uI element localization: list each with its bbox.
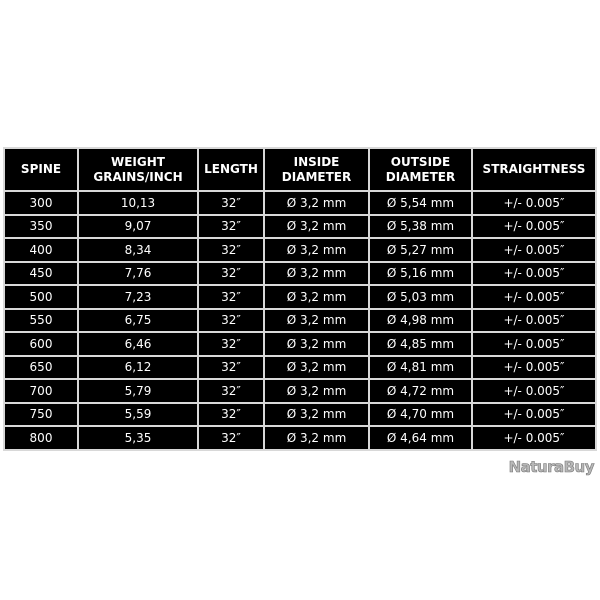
table-row: 650 6,12 32″ Ø 3,2 mm Ø 4,81 mm +/- 0.005″ xyxy=(3,354,597,380)
header-length: LENGTH xyxy=(197,147,265,192)
cell-outside-diameter: Ø 4,64 mm xyxy=(368,425,473,451)
cell-length: 32″ xyxy=(197,260,265,286)
cell-inside-diameter: Ø 3,2 mm xyxy=(263,284,370,310)
cell-weight: 10,13 xyxy=(77,190,199,216)
cell-spine: 500 xyxy=(3,284,79,310)
cell-weight: 9,07 xyxy=(77,213,199,239)
cell-straightness: +/- 0.005″ xyxy=(471,284,597,310)
header-line: STRAIGHTNESS xyxy=(482,162,586,176)
cell-outside-diameter: Ø 4,98 mm xyxy=(368,307,473,333)
table-row: 350 9,07 32″ Ø 3,2 mm Ø 5,38 mm +/- 0.005″ xyxy=(3,213,597,239)
cell-inside-diameter: Ø 3,2 mm xyxy=(263,425,370,451)
header-line: SPINE xyxy=(20,162,62,176)
cell-outside-diameter: Ø 4,72 mm xyxy=(368,378,473,404)
cell-weight: 8,34 xyxy=(77,237,199,263)
cell-inside-diameter: Ø 3,2 mm xyxy=(263,307,370,333)
cell-weight: 6,12 xyxy=(77,354,199,380)
header-inside-diameter: INSIDE DIAMETER xyxy=(263,147,370,192)
cell-straightness: +/- 0.005″ xyxy=(471,401,597,427)
header-row: SPINE WEIGHT GRAINS/INCH LENGTH INSIDE DIAMET… xyxy=(3,147,597,192)
cell-outside-diameter: Ø 5,54 mm xyxy=(368,190,473,216)
cell-length: 32″ xyxy=(197,401,265,427)
spec-table: SPINE WEIGHT GRAINS/INCH LENGTH INSIDE DIAMET… xyxy=(3,147,597,451)
table-row: 500 7,23 32″ Ø 3,2 mm Ø 5,03 mm +/- 0.005″ xyxy=(3,284,597,310)
table-row: 550 6,75 32″ Ø 3,2 mm Ø 4,98 mm +/- 0.005″ xyxy=(3,307,597,333)
cell-length: 32″ xyxy=(197,425,265,451)
cell-inside-diameter: Ø 3,2 mm xyxy=(263,354,370,380)
cell-length: 32″ xyxy=(197,284,265,310)
cell-inside-diameter: Ø 3,2 mm xyxy=(263,378,370,404)
cell-inside-diameter: Ø 3,2 mm xyxy=(263,190,370,216)
cell-length: 32″ xyxy=(197,354,265,380)
header-line: DIAMETER xyxy=(281,169,352,184)
table-row: 800 5,35 32″ Ø 3,2 mm Ø 4,64 mm +/- 0.005″ xyxy=(3,425,597,451)
cell-spine: 450 xyxy=(3,260,79,286)
cell-straightness: +/- 0.005″ xyxy=(471,331,597,357)
table-row: 300 10,13 32″ Ø 3,2 mm Ø 5,54 mm +/- 0.005″ xyxy=(3,190,597,216)
cell-spine: 750 xyxy=(3,401,79,427)
cell-straightness: +/- 0.005″ xyxy=(471,425,597,451)
cell-spine: 550 xyxy=(3,307,79,333)
cell-length: 32″ xyxy=(197,190,265,216)
cell-weight: 7,76 xyxy=(77,260,199,286)
header-outside-diameter: OUTSIDE DIAMETER xyxy=(368,147,473,192)
cell-weight: 5,35 xyxy=(77,425,199,451)
cell-outside-diameter: Ø 5,03 mm xyxy=(368,284,473,310)
cell-weight: 5,59 xyxy=(77,401,199,427)
cell-straightness: +/- 0.005″ xyxy=(471,307,597,333)
cell-outside-diameter: Ø 4,85 mm xyxy=(368,331,473,357)
cell-length: 32″ xyxy=(197,213,265,239)
cell-outside-diameter: Ø 4,70 mm xyxy=(368,401,473,427)
cell-inside-diameter: Ø 3,2 mm xyxy=(263,331,370,357)
table-row: 450 7,76 32″ Ø 3,2 mm Ø 5,16 mm +/- 0.005″ xyxy=(3,260,597,286)
header-line: OUTSIDE xyxy=(390,154,451,169)
header-line: GRAINS/INCH xyxy=(93,169,183,184)
cell-spine: 300 xyxy=(3,190,79,216)
header-line: INSIDE xyxy=(293,154,340,169)
cell-straightness: +/- 0.005″ xyxy=(471,378,597,404)
cell-length: 32″ xyxy=(197,378,265,404)
cell-length: 32″ xyxy=(197,307,265,333)
cell-straightness: +/- 0.005″ xyxy=(471,354,597,380)
cell-spine: 800 xyxy=(3,425,79,451)
cell-weight: 7,23 xyxy=(77,284,199,310)
cell-inside-diameter: Ø 3,2 mm xyxy=(263,237,370,263)
cell-straightness: +/- 0.005″ xyxy=(471,260,597,286)
header-line: LENGTH xyxy=(204,162,258,176)
cell-straightness: +/- 0.005″ xyxy=(471,237,597,263)
cell-outside-diameter: Ø 4,81 mm xyxy=(368,354,473,380)
cell-inside-diameter: Ø 3,2 mm xyxy=(263,260,370,286)
cell-inside-diameter: Ø 3,2 mm xyxy=(263,401,370,427)
header-spine: SPINE xyxy=(3,147,79,192)
cell-inside-diameter: Ø 3,2 mm xyxy=(263,213,370,239)
cell-outside-diameter: Ø 5,38 mm xyxy=(368,213,473,239)
table-row: 750 5,59 32″ Ø 3,2 mm Ø 4,70 mm +/- 0.005″ xyxy=(3,401,597,427)
table-row: 600 6,46 32″ Ø 3,2 mm Ø 4,85 mm +/- 0.005″ xyxy=(3,331,597,357)
table-row: 400 8,34 32″ Ø 3,2 mm Ø 5,27 mm +/- 0.005″ xyxy=(3,237,597,263)
cell-weight: 6,75 xyxy=(77,307,199,333)
cell-spine: 600 xyxy=(3,331,79,357)
cell-straightness: +/- 0.005″ xyxy=(471,190,597,216)
cell-spine: 350 xyxy=(3,213,79,239)
header-straightness: STRAIGHTNESS xyxy=(471,147,597,192)
cell-spine: 400 xyxy=(3,237,79,263)
naturabuy-watermark: NaturaBuy xyxy=(508,458,595,477)
table-row: 700 5,79 32″ Ø 3,2 mm Ø 4,72 mm +/- 0.005″ xyxy=(3,378,597,404)
cell-outside-diameter: Ø 5,16 mm xyxy=(368,260,473,286)
cell-weight: 5,79 xyxy=(77,378,199,404)
cell-length: 32″ xyxy=(197,331,265,357)
cell-weight: 6,46 xyxy=(77,331,199,357)
cell-outside-diameter: Ø 5,27 mm xyxy=(368,237,473,263)
header-line: DIAMETER xyxy=(385,169,456,184)
header-line: WEIGHT xyxy=(111,154,165,169)
cell-spine: 700 xyxy=(3,378,79,404)
cell-length: 32″ xyxy=(197,237,265,263)
header-weight: WEIGHT GRAINS/INCH xyxy=(77,147,199,192)
cell-spine: 650 xyxy=(3,354,79,380)
cell-straightness: +/- 0.005″ xyxy=(471,213,597,239)
